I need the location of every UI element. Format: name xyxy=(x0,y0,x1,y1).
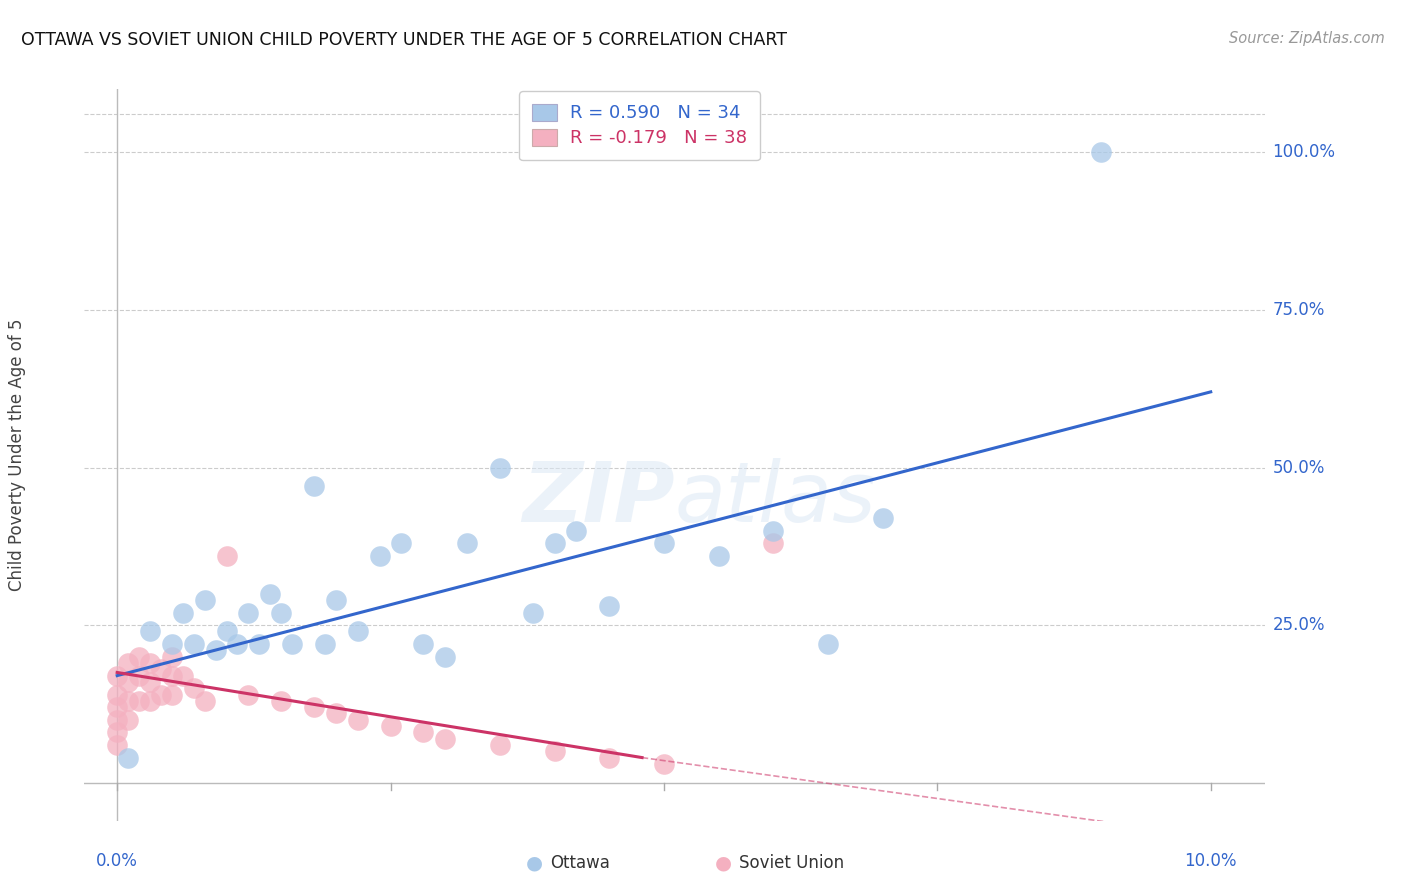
Text: OTTAWA VS SOVIET UNION CHILD POVERTY UNDER THE AGE OF 5 CORRELATION CHART: OTTAWA VS SOVIET UNION CHILD POVERTY UND… xyxy=(21,31,787,49)
Point xyxy=(281,637,304,651)
Point xyxy=(172,606,194,620)
Text: 100.0%: 100.0% xyxy=(1272,144,1336,161)
Point xyxy=(238,606,260,620)
Point xyxy=(434,731,457,746)
Point xyxy=(368,549,391,563)
Point xyxy=(456,536,478,550)
Point xyxy=(412,637,434,651)
Point xyxy=(238,688,260,702)
Point xyxy=(105,738,128,752)
Point xyxy=(259,587,281,601)
Point xyxy=(489,460,512,475)
Point xyxy=(117,750,139,764)
Text: Child Poverty Under the Age of 5: Child Poverty Under the Age of 5 xyxy=(8,318,25,591)
Point xyxy=(139,656,162,670)
Point xyxy=(391,536,413,550)
Point xyxy=(226,637,249,651)
Point xyxy=(215,624,238,639)
Text: 75.0%: 75.0% xyxy=(1272,301,1324,319)
Point xyxy=(346,624,368,639)
Point xyxy=(194,694,217,708)
Point xyxy=(707,549,730,563)
Point xyxy=(105,713,128,727)
Point xyxy=(1090,145,1112,160)
Point xyxy=(270,694,292,708)
Text: 25.0%: 25.0% xyxy=(1272,616,1324,634)
Point xyxy=(172,668,194,682)
Point xyxy=(105,725,128,739)
Point xyxy=(314,637,336,651)
Text: Ottawa: Ottawa xyxy=(550,855,610,872)
Point xyxy=(128,694,150,708)
Point xyxy=(598,750,620,764)
Text: Source: ZipAtlas.com: Source: ZipAtlas.com xyxy=(1229,31,1385,46)
Legend: R = 0.590   N = 34, R = -0.179   N = 38: R = 0.590 N = 34, R = -0.179 N = 38 xyxy=(519,91,759,161)
Point xyxy=(183,637,205,651)
Point xyxy=(762,536,785,550)
Point xyxy=(149,662,172,676)
Point xyxy=(380,719,402,733)
Point xyxy=(117,656,139,670)
Text: atlas: atlas xyxy=(675,458,876,540)
Point xyxy=(247,637,270,651)
Text: 10.0%: 10.0% xyxy=(1184,852,1237,870)
Point xyxy=(302,479,325,493)
Text: ●: ● xyxy=(714,854,731,872)
Point xyxy=(762,524,785,538)
Text: ZIP: ZIP xyxy=(522,458,675,540)
Point xyxy=(160,688,183,702)
Point xyxy=(817,637,839,651)
Point xyxy=(160,668,183,682)
Point xyxy=(128,649,150,664)
Point xyxy=(149,688,172,702)
Point xyxy=(270,606,292,620)
Point xyxy=(434,649,457,664)
Point xyxy=(105,700,128,714)
Point xyxy=(204,643,226,657)
Point xyxy=(346,713,368,727)
Point xyxy=(543,744,565,758)
Point xyxy=(105,688,128,702)
Point xyxy=(139,624,162,639)
Text: 50.0%: 50.0% xyxy=(1272,458,1324,476)
Point xyxy=(160,649,183,664)
Point xyxy=(194,593,217,607)
Point xyxy=(117,694,139,708)
Point xyxy=(325,593,347,607)
Point xyxy=(872,511,894,525)
Point xyxy=(302,700,325,714)
Point xyxy=(652,536,675,550)
Point xyxy=(652,756,675,771)
Text: 0.0%: 0.0% xyxy=(96,852,138,870)
Point xyxy=(105,668,128,682)
Text: Soviet Union: Soviet Union xyxy=(738,855,844,872)
Point xyxy=(489,738,512,752)
Point xyxy=(117,713,139,727)
Point xyxy=(565,524,588,538)
Point xyxy=(139,694,162,708)
Point xyxy=(117,674,139,689)
Point xyxy=(183,681,205,696)
Point xyxy=(412,725,434,739)
Point xyxy=(522,606,544,620)
Point xyxy=(160,637,183,651)
Point xyxy=(325,706,347,721)
Point xyxy=(139,674,162,689)
Point xyxy=(128,668,150,682)
Point xyxy=(598,599,620,614)
Text: ●: ● xyxy=(526,854,543,872)
Point xyxy=(215,549,238,563)
Point xyxy=(543,536,565,550)
